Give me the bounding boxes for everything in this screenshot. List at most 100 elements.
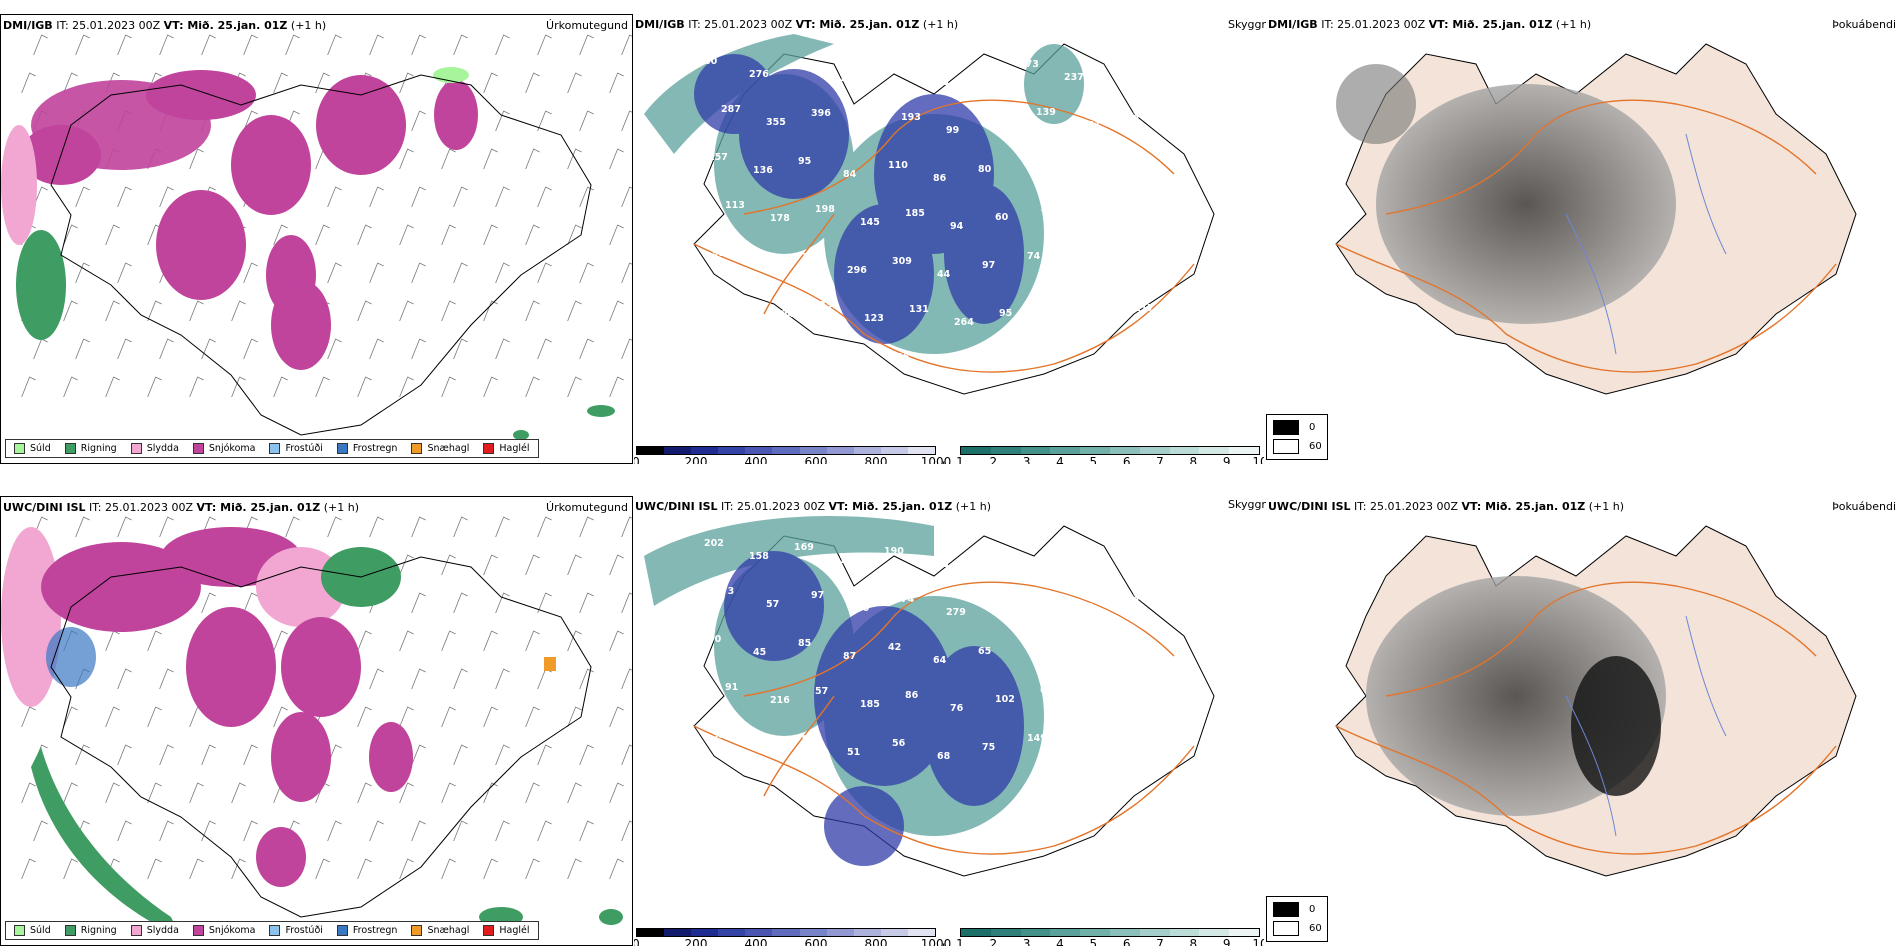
cloud-base-label: 169 (794, 542, 814, 553)
cloud-base-label: 86 (933, 173, 947, 184)
cloud-base-label: 45 (753, 647, 766, 658)
cloud-base-label: 296 (847, 265, 867, 276)
cloud-base-label: 273 (929, 559, 949, 570)
precip-type-map-row1: DMI/IGB IT: 25.01.2023 00Z VT: Mið. 25.j… (0, 14, 633, 464)
cloud-base-label: 54 (761, 357, 775, 368)
river-network (1565, 615, 1727, 837)
panel-title: Úrkomutegund (546, 19, 628, 32)
cloud-base-label: 225 (974, 68, 994, 79)
colorbar-tick: 600 (804, 937, 828, 946)
cloud-base-label: 70 (856, 603, 870, 614)
cloud-base-label: 42 (888, 642, 901, 653)
cloud-base-label: 60 (995, 212, 1009, 223)
cloud-base-label: 102 (757, 261, 777, 272)
cloud-base-label: 75 (982, 742, 995, 753)
cloud-base-label: 123 (864, 313, 884, 324)
cloud-base-label: 64 (933, 655, 947, 666)
cloud-base-label: 41 (1023, 155, 1036, 166)
legend-item-freezing-rain: Frostregn (336, 925, 397, 936)
fog-map-svg (1335, 525, 1857, 877)
colorbar-tick: 2 (989, 455, 998, 464)
precip-type-map-row2: UWC/DINI ISL IT: 25.01.2023 00Z VT: Mið.… (0, 496, 633, 946)
cloud-base-label: 73 (721, 586, 734, 597)
cloud-base-labels: 80 276 301 194 277 168 225 173 237 106 287 355 396 11… (704, 56, 1154, 372)
colorbar-tick: 1 (956, 455, 964, 464)
road-network (1335, 581, 1837, 855)
cloud-base-label: 185 (905, 208, 925, 219)
cloud-base-label: 85 (1072, 264, 1085, 275)
colorbar-tick: 9 (1222, 455, 1231, 464)
colorbar-tick: 6 (1122, 937, 1131, 946)
road-network (693, 99, 1195, 373)
legend-item-sleet: Slydda (130, 925, 179, 936)
cloud-base-label: 91 (725, 682, 738, 693)
wind-barbs (21, 516, 632, 880)
cloud-base-label: 237 (1064, 72, 1084, 83)
cloud-base-label: 97 (811, 590, 824, 601)
cloud-base-label: 476 (974, 550, 994, 561)
cloud-base-label: 85 (798, 638, 811, 649)
cloud-base-label: 124 (802, 252, 822, 263)
river-network (1565, 133, 1727, 355)
cloud-base-labels: 202 158 169 110 190 273 476 179 131 80 73 57 97 70 74 2… (704, 538, 1150, 762)
colorbar-tick: 4 (1056, 937, 1064, 946)
legend-item-hail: Haglél (483, 443, 530, 454)
cloud-base-label: 131 (909, 304, 929, 315)
colorbar-tick: 8 (1189, 455, 1198, 464)
cloud-base-label: 204 (774, 309, 794, 320)
colorbar-tick: 0 (634, 937, 640, 946)
cloud-base-label: 109 (729, 296, 749, 307)
cloud-base-label: 70 (708, 634, 722, 645)
cloud-base-label: 86 (905, 690, 919, 701)
cloud-base-label: 80 (704, 56, 718, 67)
cloud-base-label: 264 (954, 317, 974, 328)
cloud-base-label: 136 (753, 165, 773, 176)
colorbar-tick: 0 (634, 455, 640, 464)
cloud-base-label: 355 (766, 117, 786, 128)
cloud-base-label: 76 (757, 743, 771, 754)
fog-index-map-row1: DMI/IGB IT: 25.01.2023 00Z VT: Mið. 25.j… (1266, 14, 1900, 464)
cloud-base-label: 193 (901, 112, 921, 123)
legend-item-snow: Snjókoma (192, 443, 255, 454)
cloud-base-map-row2: UWC/DINI ISL IT: 25.01.2023 00Z VT: Mið.… (634, 496, 1264, 946)
cloud-base-label: 178 (770, 213, 790, 224)
panel-header: DMI/IGB IT: 25.01.2023 00Z VT: Mið. 25.j… (3, 19, 327, 32)
cloud-base-label: 103 (1040, 203, 1060, 214)
cloud-base-label: 145 (860, 217, 880, 228)
colorbar-tick: 7 (1156, 937, 1164, 946)
cloud-base-label: 91 (1113, 159, 1126, 170)
cloud-base-label: 111 (856, 121, 876, 132)
colorbar-tick: 5 (1089, 455, 1098, 464)
colorbar-tick: 200 (684, 937, 708, 946)
cloud-base-label: 57 (1089, 312, 1102, 323)
colorbar-tick: 3 (1022, 937, 1031, 946)
colorbar-tick: 400 (744, 455, 768, 464)
cloud-base-label: 158 (749, 551, 769, 562)
cloud-base-label: 95 (1117, 255, 1130, 266)
panel-header: DMI/IGB IT: 25.01.2023 00Z VT: Mið. 25.j… (1268, 18, 1592, 31)
cloud-base-label: 93 (1068, 650, 1081, 661)
cloud-base-label: 173 (1019, 59, 1039, 70)
cloud-base-label: 86 (896, 352, 910, 363)
cloud-base-map-row1: DMI/IGB IT: 25.01.2023 00Z VT: Mið. 25.j… (634, 14, 1264, 464)
cloud-base-label: 190 (884, 546, 904, 557)
cloud-base-label: 76 (950, 703, 964, 714)
legend-item-sleet: Slydda (130, 443, 179, 454)
cloud-base-label: 80 (1109, 545, 1123, 556)
colorbar-tick: 1000 (920, 937, 952, 946)
precip-map-svg (1, 34, 632, 440)
colorbar-tick: 1000 (920, 455, 952, 464)
colorbar-tick: 800 (864, 455, 888, 464)
rain-patches (513, 405, 615, 440)
precip-areas (1, 527, 556, 937)
legend-item-rain: Rigning (64, 925, 117, 936)
cloud-base-label: 68 (937, 751, 951, 762)
legend-item-drizzle: Súld (14, 925, 51, 936)
precip-type-legend: Súld Rigning Slydda Snjókoma Frostúði Fr… (5, 921, 539, 940)
cloud-base-label: 77 (1068, 168, 1081, 179)
fog-index-legend: 0 60 (1266, 896, 1328, 942)
panel-header: UWC/DINI ISL IT: 25.01.2023 00Z VT: Mið.… (1268, 500, 1625, 513)
